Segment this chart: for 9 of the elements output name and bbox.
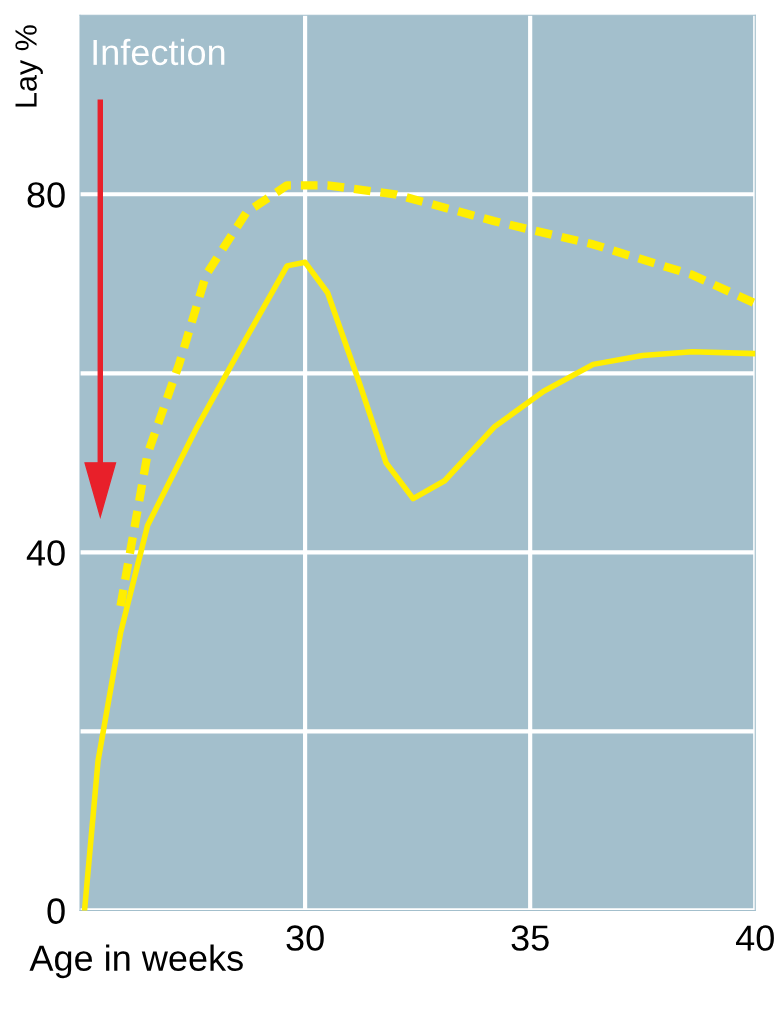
- x-axis-title: Age in weeks: [29, 944, 243, 979]
- x-tick-label: 30: [286, 925, 324, 951]
- y-axis-title: Lay %: [15, 25, 43, 107]
- y-tick-label: 0: [47, 898, 65, 924]
- y-tick-label: 80: [27, 182, 65, 208]
- y-tick-label: 40: [26, 540, 65, 566]
- x-tick-label: 35: [511, 925, 549, 951]
- annotation: Infection: [93, 38, 225, 66]
- x-tick-label: 40: [735, 925, 774, 951]
